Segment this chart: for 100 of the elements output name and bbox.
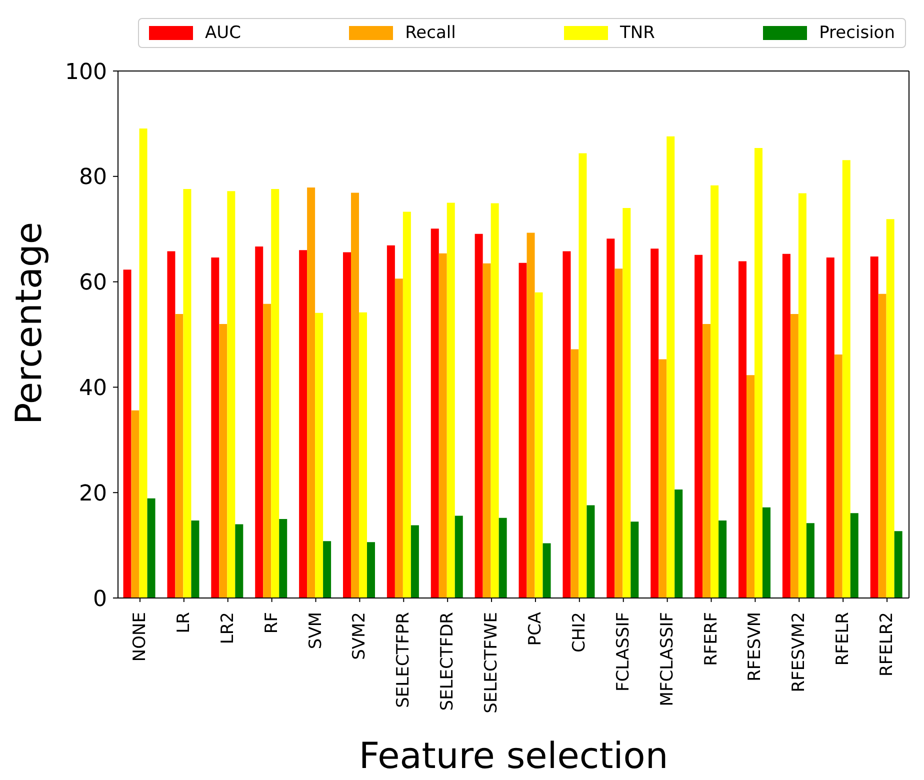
bar: [790, 314, 798, 598]
x-tick-label: PCA: [525, 612, 546, 646]
bar: [534, 292, 543, 598]
bar: [211, 258, 220, 598]
bar: [570, 349, 579, 598]
bar: [175, 314, 184, 598]
y-tick-label: 60: [79, 270, 107, 296]
x-tick-label: SVM2: [350, 612, 370, 660]
bar: [315, 312, 324, 598]
bar: [147, 498, 156, 598]
bar: [658, 359, 667, 598]
y-tick-label: 20: [79, 481, 107, 506]
bar: [402, 212, 411, 598]
bar: [518, 262, 527, 598]
bar: [191, 520, 200, 598]
bar: [870, 256, 878, 598]
bar: [782, 254, 790, 598]
bar: [526, 232, 535, 598]
bar: [350, 192, 359, 598]
bar: [454, 516, 463, 598]
bar: [606, 238, 615, 598]
bar: [754, 148, 762, 598]
x-tick-label: LR: [174, 612, 194, 634]
x-tick-label: CHI2: [569, 612, 590, 652]
bar: [702, 324, 711, 598]
bar: [650, 248, 659, 598]
x-tick-label: SELECTFWE: [482, 612, 502, 714]
x-tick-label: NONE: [130, 612, 150, 662]
bar: [323, 541, 332, 598]
bar: [578, 153, 587, 598]
y-tick-label: 40: [79, 376, 107, 402]
bar: [255, 246, 264, 598]
bar: [586, 505, 595, 598]
bar: [694, 254, 703, 598]
bar: [299, 250, 308, 598]
x-tick-label: SELECTFDR: [438, 612, 458, 711]
bar: [183, 189, 192, 598]
x-tick-label: SELECTFPR: [394, 612, 414, 708]
bar: [562, 251, 571, 598]
bar: [798, 193, 806, 598]
bar: [167, 251, 176, 598]
bar: [474, 234, 483, 598]
bar: [886, 219, 894, 598]
bar: [131, 410, 140, 598]
bar: [139, 128, 148, 598]
x-tick-label: RFESVM2: [789, 612, 810, 692]
bar: [834, 354, 842, 598]
legend-label: Recall: [405, 23, 456, 43]
bar: [666, 136, 675, 598]
bar: [410, 525, 419, 598]
bar: [438, 253, 447, 598]
bar: [746, 375, 754, 598]
bar: [710, 185, 719, 598]
bar: [490, 203, 499, 598]
bar: [482, 263, 491, 598]
bar: [279, 518, 288, 598]
x-tick-label: RFESVM: [745, 612, 766, 682]
y-tick-label: 80: [79, 165, 107, 190]
bar: [498, 518, 507, 598]
legend-label: Precision: [819, 23, 895, 43]
bar: [762, 507, 770, 598]
bar: [123, 270, 132, 598]
y-tick-label: 0: [93, 586, 107, 612]
bar: [227, 191, 236, 598]
bar: [430, 228, 439, 598]
bar: [630, 522, 639, 598]
x-tick-label: RFERF: [701, 612, 722, 666]
legend-label: TNR: [620, 23, 655, 43]
bar: [366, 542, 375, 598]
bar: [386, 245, 395, 598]
x-tick-label: RFELR: [833, 612, 854, 666]
x-tick-label: RF: [262, 612, 282, 634]
bar: [894, 531, 902, 598]
bar: [826, 258, 834, 598]
bar: [342, 252, 351, 598]
bar: [235, 524, 244, 598]
bar: [674, 489, 683, 598]
bar: [307, 187, 316, 598]
legend-label: AUC: [205, 23, 241, 43]
bar: [738, 261, 746, 598]
bar: [271, 189, 280, 598]
x-tick-label: FCLASSIF: [613, 612, 634, 692]
bar: [219, 324, 228, 598]
bar: [806, 523, 814, 598]
x-axis-title: Feature selection: [358, 736, 668, 777]
x-tick-label: LR2: [218, 612, 238, 644]
bar: [622, 208, 631, 598]
bar: [842, 160, 850, 598]
bar: [446, 202, 455, 598]
bar: [394, 278, 403, 598]
y-axis-title: Percentage: [8, 222, 50, 424]
x-tick-label: MFCLASSIF: [657, 612, 678, 706]
x-tick-label: SVM: [306, 612, 326, 650]
bar: [614, 268, 623, 598]
x-tick-label: RFELR2: [877, 612, 898, 676]
bar: [850, 513, 858, 598]
bar: [718, 520, 727, 598]
bar: [542, 543, 551, 598]
bar: [878, 294, 886, 598]
bar: [263, 304, 272, 598]
